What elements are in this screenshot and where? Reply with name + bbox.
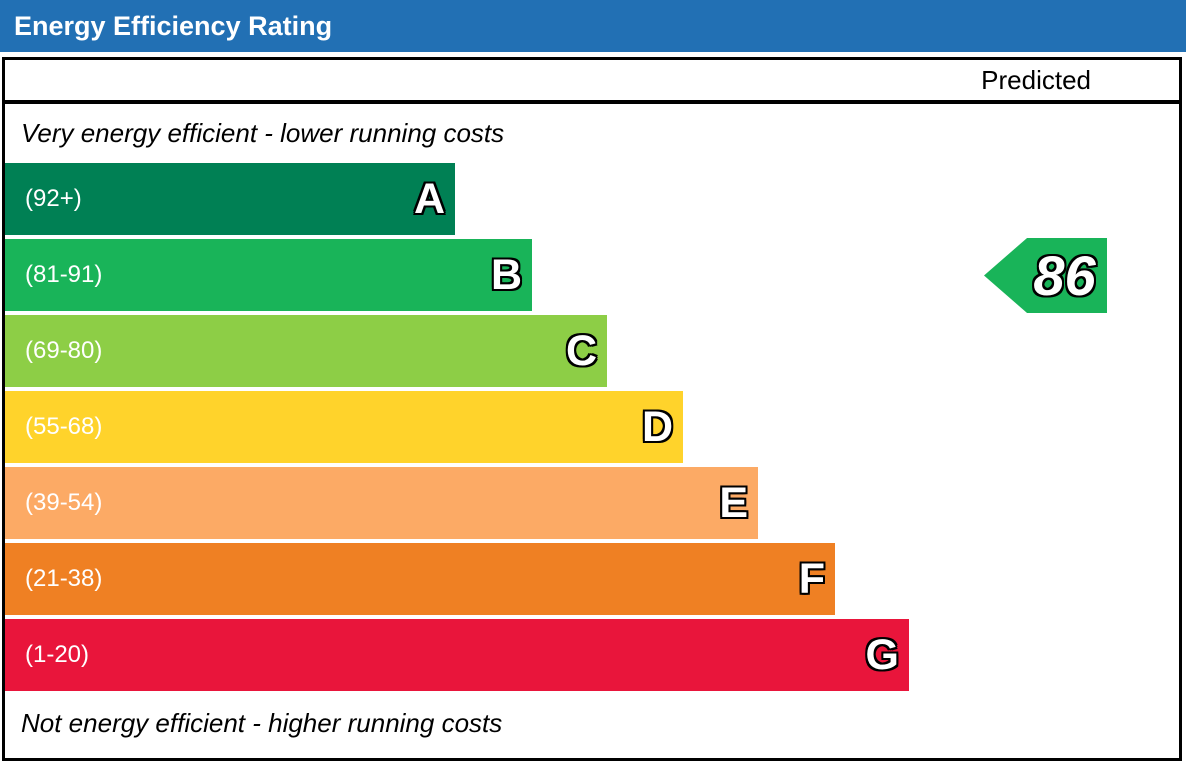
band-range-label: (92+) <box>25 185 82 212</box>
band-bar-d: (55-68) D <box>5 391 683 463</box>
band-range-label: (69-80) <box>25 337 103 364</box>
band-grade-letter: G <box>865 630 899 679</box>
chart-body: Predicted Very energy efficient - lower … <box>2 57 1182 761</box>
band-bar-f: (21-38) F <box>5 543 835 615</box>
band-row-g: (1-20) G <box>5 619 909 691</box>
caption-very-efficient: Very energy efficient - lower running co… <box>21 118 505 148</box>
band-bar-a: (92+) A <box>5 163 455 235</box>
band-grade-letter: F <box>798 554 825 603</box>
band-grade-letter: B <box>490 250 522 299</box>
band-row-d: (55-68) D <box>5 391 909 463</box>
band-range-label: (55-68) <box>25 413 103 440</box>
band-bar-b: (81-91) B <box>5 239 532 311</box>
band-range-label: (21-38) <box>25 565 103 592</box>
predicted-column-header-row: Predicted <box>5 60 1179 104</box>
band-range-label: (39-54) <box>25 489 103 516</box>
band-grade-letter: E <box>719 478 748 527</box>
rating-bands: (92+) A (81-91) B (69-80) C (55-68) <box>5 163 909 695</box>
band-row-b: (81-91) B <box>5 239 909 311</box>
band-row-f: (21-38) F <box>5 543 909 615</box>
predicted-rating-value: 86 <box>1033 244 1096 307</box>
band-row-c: (69-80) C <box>5 315 909 387</box>
predicted-rating-arrow: 86 <box>984 238 1107 313</box>
page-title: Energy Efficiency Rating <box>14 11 333 41</box>
band-bar-e: (39-54) E <box>5 467 758 539</box>
band-grade-letter: C <box>565 326 597 375</box>
band-grade-letter: D <box>641 402 673 451</box>
band-row-a: (92+) A <box>5 163 909 235</box>
band-range-label: (1-20) <box>25 641 90 668</box>
band-grade-letter: A <box>413 174 445 223</box>
band-bar-c: (69-80) C <box>5 315 607 387</box>
band-row-e: (39-54) E <box>5 467 909 539</box>
caption-not-efficient: Not energy efficient - higher running co… <box>21 707 503 738</box>
chart-title-bar: Energy Efficiency Rating <box>0 0 1186 52</box>
predicted-column-header: Predicted <box>981 65 1091 95</box>
band-bar-g: (1-20) G <box>5 619 909 691</box>
band-range-label: (81-91) <box>25 261 103 288</box>
